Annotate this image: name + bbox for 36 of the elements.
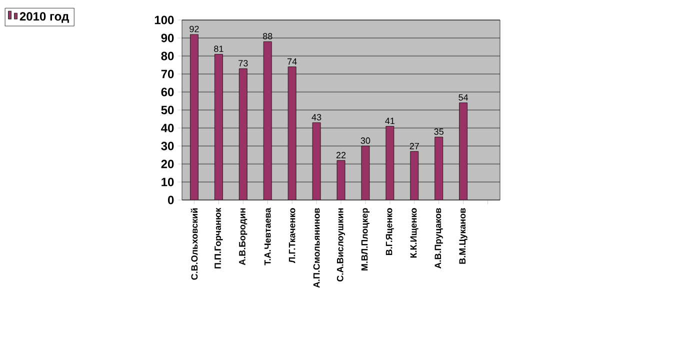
data-label: 27 xyxy=(410,142,419,150)
data-label: 73 xyxy=(238,60,248,66)
y-tick-label: 10 xyxy=(162,178,174,186)
data-label: 41 xyxy=(385,118,394,124)
y-tick-label: 90 xyxy=(161,34,174,42)
y-tick-label: 70 xyxy=(161,70,174,78)
x-tick-label: В.Г.Яценко xyxy=(386,208,394,256)
data-label: 35 xyxy=(434,128,444,135)
x-tick-label: К.К.Ищенко xyxy=(410,208,418,258)
data-label: 54 xyxy=(458,94,468,101)
x-tick-label: А.В.Бородин xyxy=(239,208,248,266)
y-tick-label: 80 xyxy=(161,52,174,60)
x-tick-label: В.М.Цуканов xyxy=(459,208,468,264)
y-tick-label: 20 xyxy=(161,160,174,168)
data-label: 43 xyxy=(312,114,322,120)
y-tick-label: 0 xyxy=(168,196,174,204)
x-tick-label: С.А.Вислоушкин xyxy=(336,208,346,282)
data-label: 22 xyxy=(336,152,346,158)
legend-label: 2010 год xyxy=(20,12,69,23)
data-label: 92 xyxy=(190,26,199,32)
y-tick-label: 30 xyxy=(161,142,174,150)
data-label: 88 xyxy=(263,33,272,40)
data-label: 81 xyxy=(214,46,224,52)
y-tick-label: 100 xyxy=(154,16,174,24)
x-tick-label: М.ВЛ.Плоцкер xyxy=(361,208,370,270)
x-tick-label: Т.А.Чевтаева xyxy=(264,208,271,266)
x-tick-label: П.П.Горчанюк xyxy=(214,208,223,268)
y-tick-label: 40 xyxy=(161,124,174,132)
x-tick-label: А.П.Смольянинов xyxy=(313,208,320,288)
data-label: 30 xyxy=(360,137,370,144)
y-tick-label: 50 xyxy=(161,106,174,114)
x-tick-label: С.В.Ольховский xyxy=(190,208,198,280)
x-tick-label: Л.Г.Ткаченко xyxy=(288,208,296,264)
y-tick-label: 60 xyxy=(161,88,174,96)
data-label: 74 xyxy=(288,58,297,65)
x-tick-label: А.В.Пруцаков xyxy=(434,208,443,268)
